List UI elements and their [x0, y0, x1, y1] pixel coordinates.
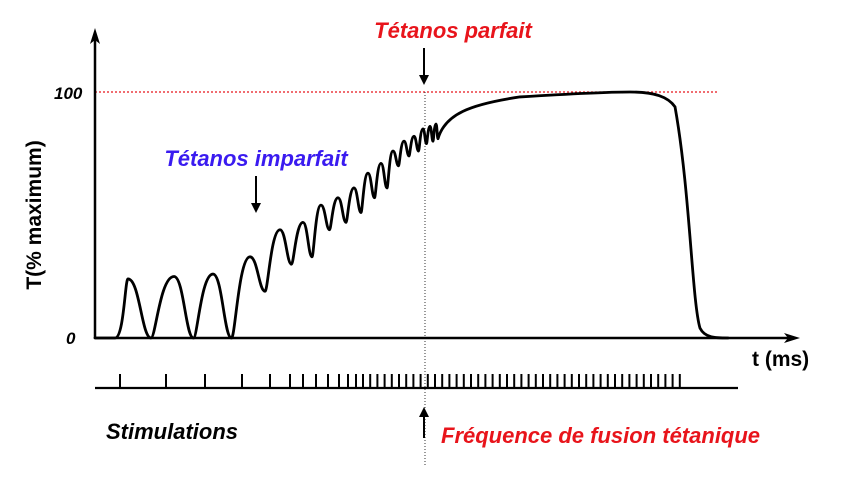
tetanos-imparfait-label: Tétanos imparfait [164, 146, 349, 171]
frequence-fusion-label: Fréquence de fusion tétanique [441, 423, 760, 448]
y-axis-arrow-icon [90, 28, 100, 44]
stimulation-ticks [119, 374, 681, 388]
stimulations-label: Stimulations [106, 419, 238, 444]
tension-curve [93, 90, 730, 340]
x-axis-arrow-icon [784, 333, 800, 343]
tetanos-parfait-label: Tétanos parfait [374, 18, 533, 43]
y-tick-label-100: 100 [54, 84, 83, 103]
y-tick-label-0: 0 [66, 329, 76, 348]
x-axis-label: t (ms) [752, 348, 809, 371]
y-axis-label: T(% maximum) [23, 140, 46, 289]
